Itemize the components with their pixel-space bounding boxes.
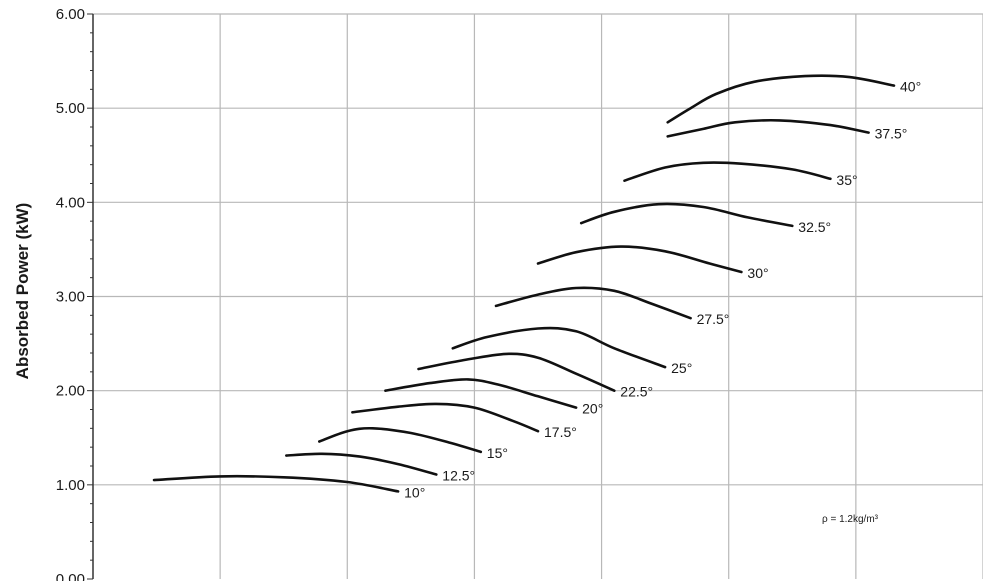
y-tick-label: 2.00 <box>56 383 85 400</box>
y-tick-label: 6.00 <box>56 6 85 23</box>
y-tick-label: 1.00 <box>56 477 85 494</box>
curve-label: 10° <box>404 484 425 500</box>
plot-area <box>152 74 896 493</box>
y-tick-label: 4.00 <box>56 194 85 211</box>
y-tick-label: 5.00 <box>56 100 85 117</box>
curve-37.5-deg <box>666 118 870 138</box>
curve-label: 27.5° <box>697 311 730 327</box>
curve-labels: 10° 12.5° 15° 17.5° 20° 22.5° 25° 27.5° 30° 32.5°… <box>404 79 921 501</box>
curve-label: 37.5° <box>875 126 908 142</box>
curve-12.5-deg <box>285 452 438 476</box>
curve-label: 25° <box>671 360 692 376</box>
grid <box>93 13 983 579</box>
curve-30-deg <box>536 245 743 274</box>
curve-27.5-deg <box>494 286 692 320</box>
curve-25-deg <box>451 326 667 369</box>
curve-20-deg <box>384 378 578 409</box>
curve-label: 17.5° <box>544 424 577 440</box>
curve-label: 22.5° <box>620 384 653 400</box>
y-tick-label: 3.00 <box>56 289 85 306</box>
curve-15-deg <box>318 426 483 454</box>
curve-32.5-deg <box>579 202 794 228</box>
curve-40-deg <box>666 74 896 124</box>
curve-label: 30° <box>747 265 768 281</box>
curve-label: 35° <box>836 172 857 188</box>
curve-10-deg <box>152 474 400 493</box>
curve-22.5-deg <box>417 352 616 392</box>
density-annotation: ρ = 1.2kg/m³ <box>822 514 879 525</box>
curve-label: 12.5° <box>442 467 475 483</box>
curve-35-deg <box>623 161 832 182</box>
curve-17.5-deg <box>351 402 540 433</box>
curve-label: 40° <box>900 79 921 95</box>
curve-label: 20° <box>582 401 603 417</box>
y-axis-title: Absorbed Power (kW) <box>13 203 32 380</box>
y-axis: 0.00 1.00 2.00 3.00 4.00 5.00 6.00 <box>56 6 94 581</box>
y-tick-label: 0.00 <box>56 571 85 581</box>
curve-label: 32.5° <box>798 219 831 235</box>
curve-label: 15° <box>487 445 508 461</box>
